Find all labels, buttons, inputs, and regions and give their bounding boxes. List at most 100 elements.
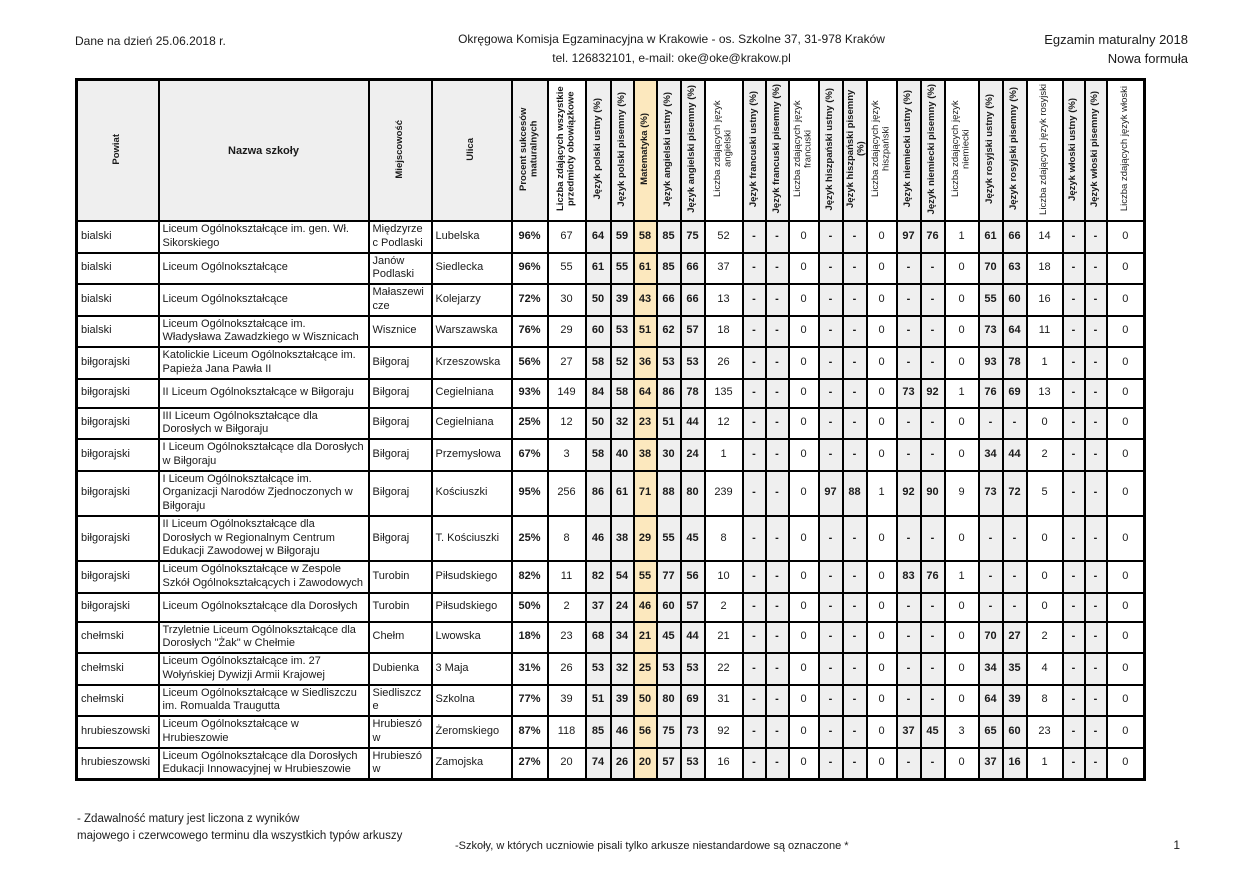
value-cell-liczba_francuski: 0: [787, 314, 820, 348]
organization-contact: tel. 126832101, e-mail: oke@oke@krakow.p…: [552, 51, 791, 66]
value-cell-liczba_wloski: 0: [1105, 652, 1146, 686]
value-cell-liczba_rosyjski: 1: [1025, 346, 1064, 380]
value-cell-niemiecki_pisemny: -: [919, 591, 946, 623]
value-cell-rosyjski_ustny: 34: [977, 652, 1004, 686]
value-cell-niemiecki_pisemny: -: [919, 620, 946, 654]
value-cell-liczba_hiszpanski: 0: [865, 514, 898, 563]
value-cell-angielski_ustny: 57: [655, 746, 682, 781]
value-cell-angielski_pisemny: 24: [679, 438, 706, 472]
value-cell-matematyka: 55: [632, 560, 658, 594]
city-cell: Międzyrzec Podlaski: [367, 220, 433, 254]
value-cell-rosyjski_ustny: -: [977, 406, 1004, 440]
value-cell-angielski_pisemny: 78: [679, 377, 706, 409]
value-cell-rosyjski_pisemny: 60: [1001, 283, 1028, 317]
value-cell-liczba_francuski: 0: [787, 746, 820, 781]
value-cell-rosyjski_ustny: 70: [977, 251, 1004, 285]
value-cell-francuski_ustny: -: [741, 251, 767, 285]
value-cell-hiszpanski_ustny: -: [817, 314, 844, 348]
value-cell-francuski_ustny: -: [741, 438, 767, 472]
value-cell-francuski_ustny: -: [741, 620, 767, 654]
street-cell: Lubelska: [430, 220, 513, 254]
column-header-angielski_ustny: Język angielski ustny (%): [655, 78, 682, 222]
value-cell-angielski_ustny: 66: [655, 283, 682, 317]
street-cell: T. Kościuszki: [430, 514, 513, 563]
street-cell: Siedlecka: [430, 251, 513, 285]
value-cell-wloski_pisemny: -: [1083, 652, 1108, 686]
exam-title-line2: Nowa formuła: [1107, 50, 1188, 66]
value-cell-francuski_pisemny: -: [764, 514, 790, 563]
value-cell-niemiecki_pisemny: 90: [919, 469, 946, 517]
value-cell-polski_ustny: 50: [584, 283, 612, 317]
value-cell-liczba_hiszpanski: 0: [865, 560, 898, 594]
street-cell: Szkolna: [430, 683, 513, 717]
value-cell-wloski_ustny: -: [1061, 438, 1086, 472]
value-cell-liczba_rosyjski: 2: [1025, 620, 1064, 654]
value-cell-liczba_niemiecki: 0: [943, 406, 980, 440]
value-cell-liczba_wszystkie: 118: [546, 715, 587, 749]
school-name-cell: I Liceum Ogólnokształcące im. Organizacj…: [157, 469, 370, 517]
column-header-rosyjski_ustny: Język rosyjski ustny (%): [977, 78, 1004, 222]
value-cell-hiszpanski_ustny: -: [817, 683, 844, 717]
value-cell-hiszpanski_ustny: -: [817, 220, 844, 254]
street-cell: Piłsudskiego: [430, 591, 513, 623]
value-cell-rosyjski_ustny: -: [977, 514, 1004, 563]
value-cell-liczba_wloski: 0: [1105, 746, 1146, 781]
value-cell-francuski_pisemny: -: [764, 620, 790, 654]
value-cell-wloski_ustny: -: [1061, 314, 1086, 348]
value-cell-angielski_pisemny: 45: [679, 514, 706, 563]
value-cell-angielski_pisemny: 44: [679, 620, 706, 654]
value-cell-polski_pisemny: 59: [609, 220, 635, 254]
value-cell-hiszpanski_pisemny: -: [841, 314, 868, 348]
column-header-liczba_hiszpanski: Liczba zdających język hiszpański: [865, 78, 898, 222]
city-cell: Biłgoraj: [367, 406, 433, 440]
city-cell: Biłgoraj: [367, 438, 433, 472]
city-cell: Biłgoraj: [367, 469, 433, 517]
value-cell-rosyjski_pisemny: 60: [1001, 715, 1028, 749]
value-cell-hiszpanski_ustny: -: [817, 346, 844, 380]
value-cell-hiszpanski_pisemny: -: [841, 591, 868, 623]
value-cell-liczba_hiszpanski: 0: [865, 715, 898, 749]
value-cell-angielski_pisemny: 80: [679, 469, 706, 517]
value-cell-polski_pisemny: 58: [609, 377, 635, 409]
value-cell-liczba_niemiecki: 0: [943, 251, 980, 285]
value-cell-rosyjski_pisemny: -: [1001, 406, 1028, 440]
value-cell-hiszpanski_ustny: -: [817, 620, 844, 654]
value-cell-francuski_ustny: -: [741, 220, 767, 254]
value-cell-rosyjski_ustny: 73: [977, 314, 1004, 348]
value-cell-liczba_hiszpanski: 0: [865, 746, 898, 781]
value-cell-liczba_francuski: 0: [787, 220, 820, 254]
value-cell-polski_ustny: 37: [584, 591, 612, 623]
column-header-liczba_niemiecki: Liczba zdających język niemiecki: [943, 78, 980, 222]
value-cell-matematyka: 56: [632, 715, 658, 749]
value-cell-matematyka: 21: [632, 620, 658, 654]
value-cell-wloski_ustny: -: [1061, 251, 1086, 285]
value-cell-liczba_angielski: 22: [703, 652, 744, 686]
value-cell-procent_sukcesow: 93%: [510, 377, 549, 409]
street-cell: Warszawska: [430, 314, 513, 348]
value-cell-matematyka: 20: [632, 746, 658, 781]
value-cell-angielski_ustny: 85: [655, 220, 682, 254]
school-name-cell: II Liceum Ogólnokształcące dla Dorosłych…: [157, 514, 370, 563]
value-cell-hiszpanski_pisemny: -: [841, 715, 868, 749]
value-cell-hiszpanski_ustny: -: [817, 251, 844, 285]
value-cell-liczba_angielski: 16: [703, 746, 744, 781]
value-cell-wloski_pisemny: -: [1083, 683, 1108, 717]
value-cell-polski_ustny: 60: [584, 314, 612, 348]
value-cell-liczba_rosyjski: 18: [1025, 251, 1064, 285]
powiat-cell: hrubieszowski: [75, 715, 160, 749]
organization-info: Okręgowa Komisja Egzaminacyjna w Krakowi…: [375, 30, 968, 68]
value-cell-hiszpanski_pisemny: -: [841, 652, 868, 686]
value-cell-hiszpanski_pisemny: -: [841, 746, 868, 781]
value-cell-polski_pisemny: 26: [609, 746, 635, 781]
value-cell-angielski_pisemny: 57: [679, 591, 706, 623]
value-cell-niemiecki_ustny: -: [895, 620, 922, 654]
value-cell-angielski_ustny: 88: [655, 469, 682, 517]
value-cell-liczba_hiszpanski: 1: [865, 469, 898, 517]
value-cell-niemiecki_ustny: -: [895, 683, 922, 717]
value-cell-angielski_ustny: 75: [655, 715, 682, 749]
value-cell-liczba_rosyjski: 16: [1025, 283, 1064, 317]
city-cell: Turobin: [367, 591, 433, 623]
value-cell-liczba_niemiecki: 0: [943, 346, 980, 380]
value-cell-francuski_ustny: -: [741, 377, 767, 409]
value-cell-procent_sukcesow: 18%: [510, 620, 549, 654]
